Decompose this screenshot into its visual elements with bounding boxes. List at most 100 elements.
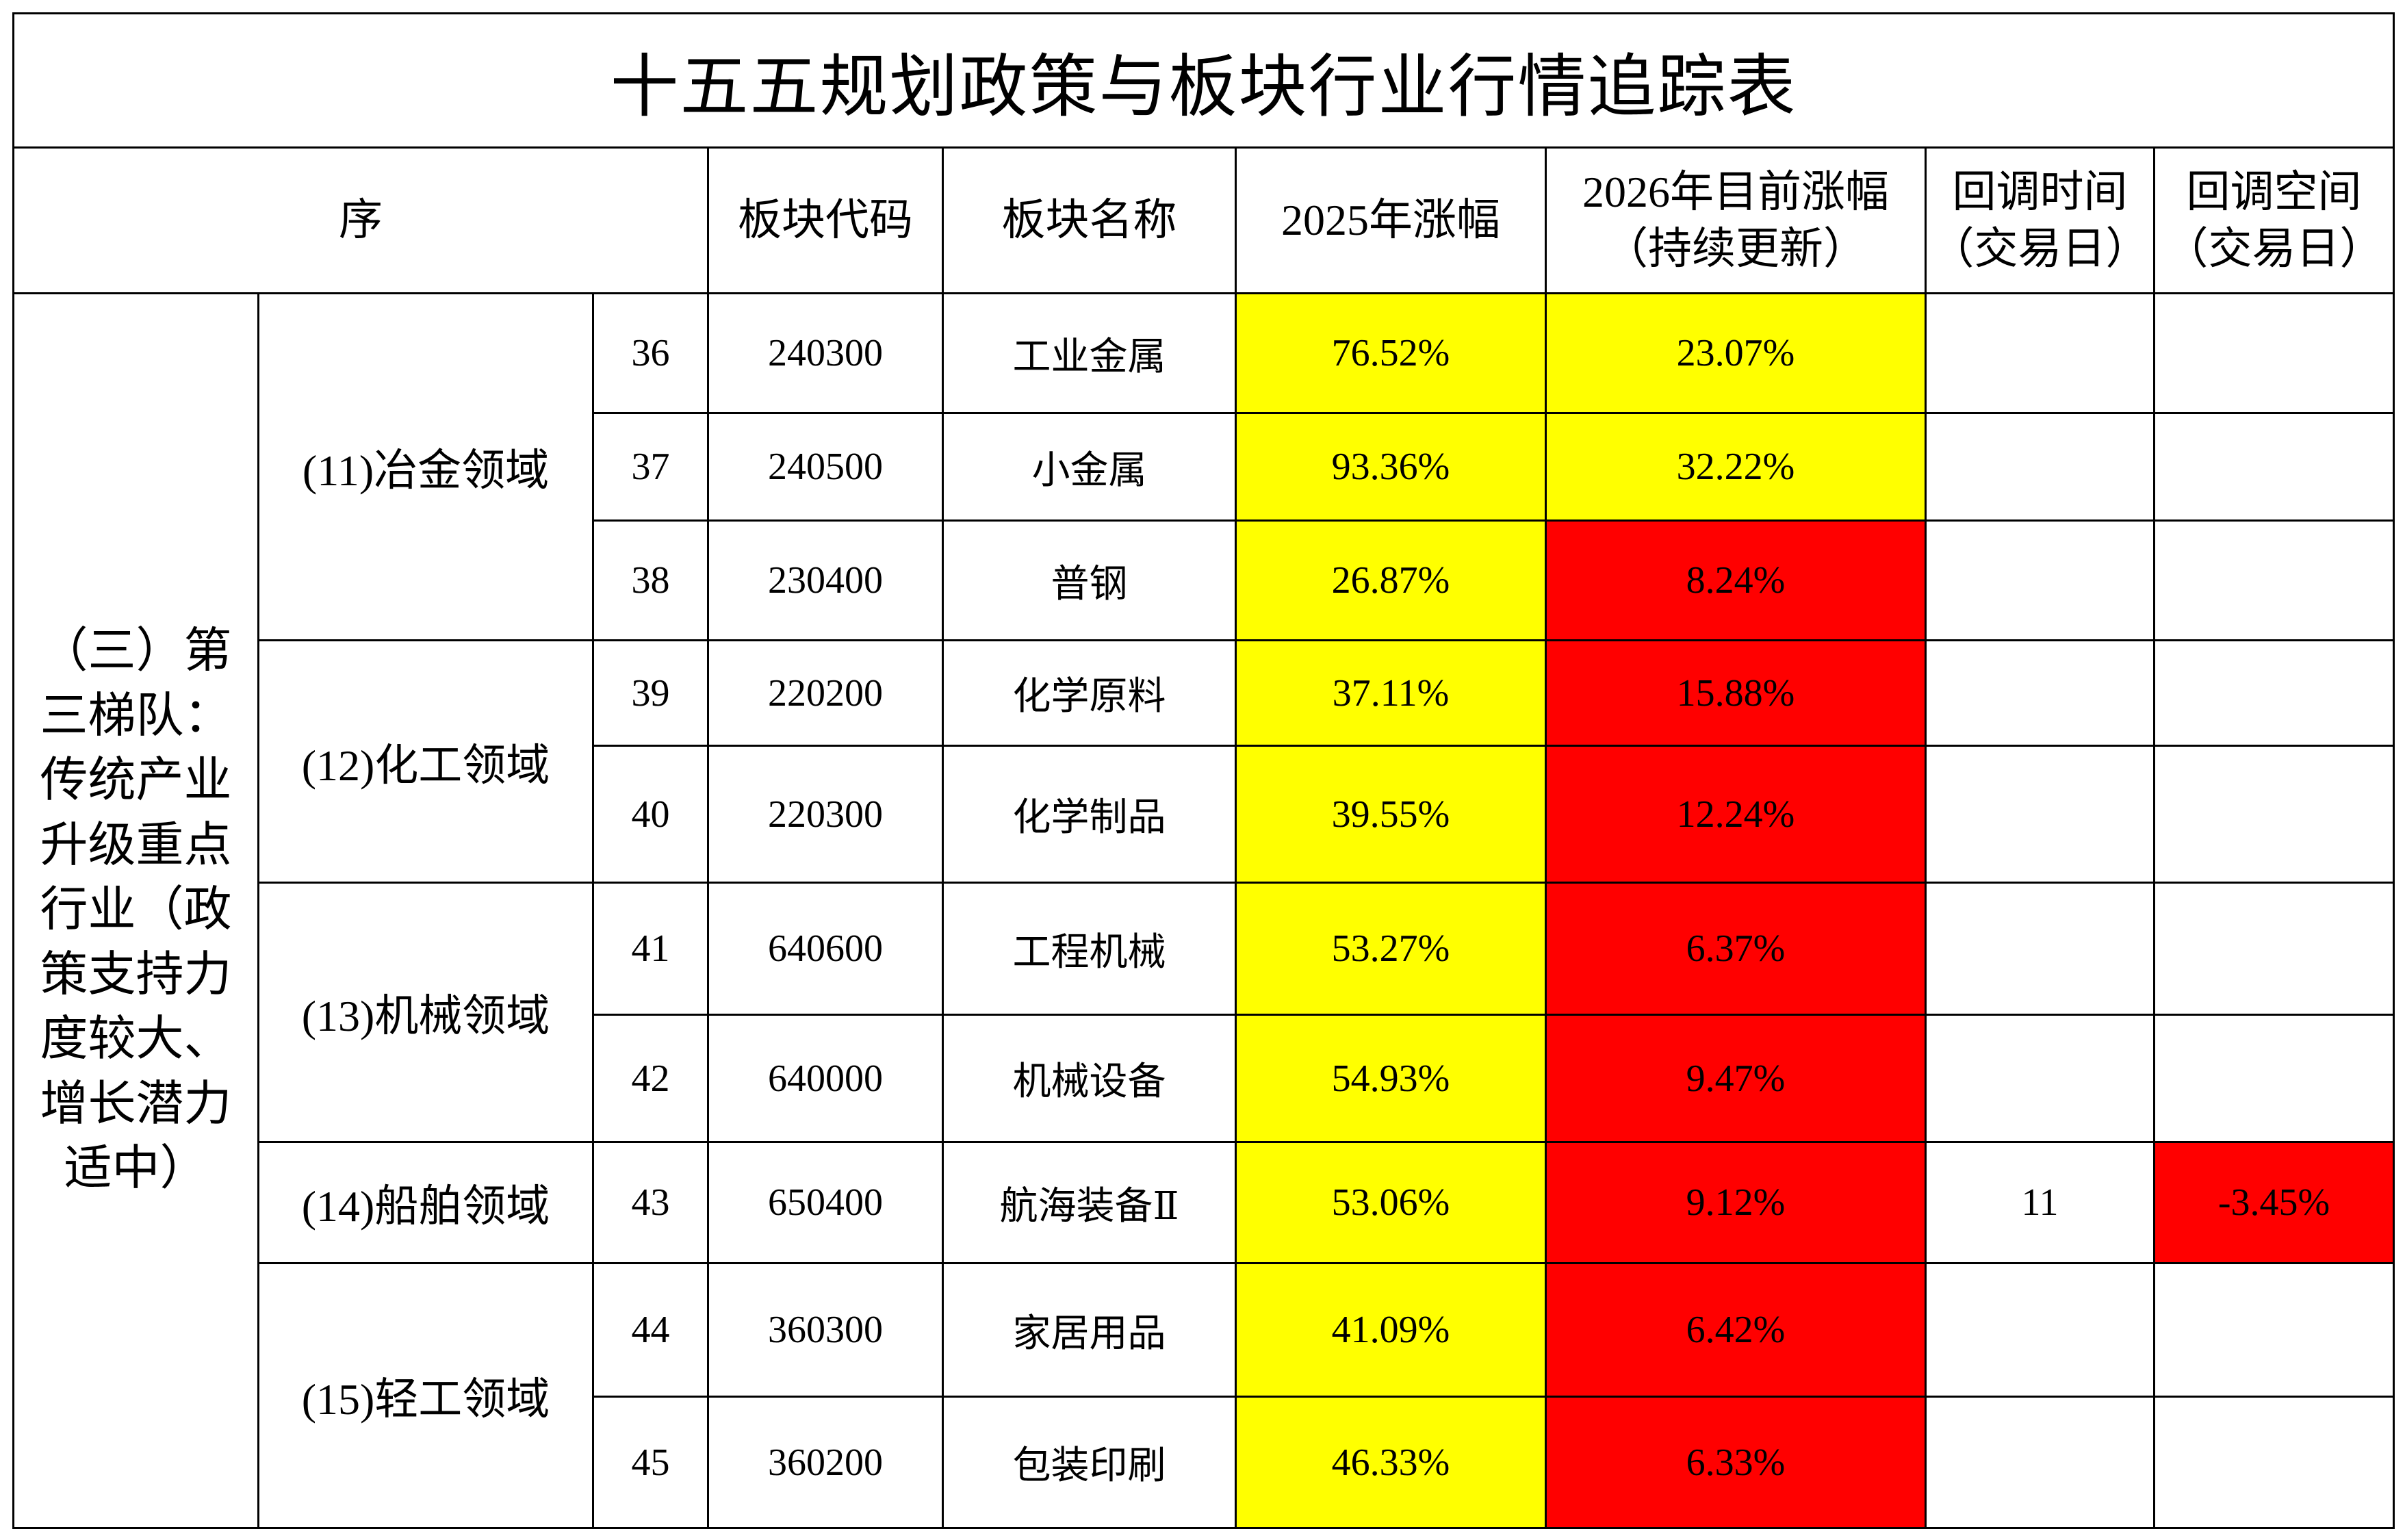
gain-2025: 53.06% xyxy=(1235,1141,1547,1264)
header-gain-2026: 2026年目前涨幅 （持续更新） xyxy=(1545,146,1927,294)
row-number: 36 xyxy=(592,292,709,414)
pullback-time xyxy=(1925,1396,2155,1529)
sector-code: 230400 xyxy=(707,519,944,641)
sector-name: 航海装备Ⅱ xyxy=(942,1141,1237,1264)
sector-code: 360300 xyxy=(707,1262,944,1398)
pullback-space xyxy=(2153,292,2395,414)
sector-code: 640000 xyxy=(707,1014,944,1143)
row-number: 43 xyxy=(592,1141,709,1264)
gain-2026: 6.42% xyxy=(1545,1262,1927,1398)
pullback-time xyxy=(1925,519,2155,641)
table-row: 40 220300 化学制品 39.55% 12.24% xyxy=(14,745,2395,884)
table-row: (12)化工领域 39 220200 化学原料 37.11% 15.88% xyxy=(14,639,2395,884)
row-number: 38 xyxy=(592,519,709,641)
header-pullback-time-line1: 回调时间 xyxy=(1952,167,2128,216)
header-pullback-time: 回调时间 （交易日） xyxy=(1925,146,2155,294)
header-code: 板块代码 xyxy=(707,146,944,294)
table-row: 45 360200 包装印刷 46.33% 6.33% xyxy=(14,1396,2395,1529)
gain-2025: 41.09% xyxy=(1235,1262,1547,1398)
header-row: 序 板块代码 板块名称 2025年涨幅 2026年目前涨幅 （持续更新） 回调时间… xyxy=(12,146,2395,294)
sector-name: 小金属 xyxy=(942,412,1237,522)
gain-2026: 23.07% xyxy=(1545,292,1927,414)
tracking-table: 十五五规划政策与板块行业行情追踪表 序 板块代码 板块名称 2025年涨幅 20… xyxy=(12,12,2395,1529)
gain-2026: 6.37% xyxy=(1545,882,1927,1016)
gain-2025: 39.55% xyxy=(1235,745,1547,884)
table-title: 十五五规划政策与板块行业行情追踪表 xyxy=(12,12,2395,149)
pullback-time xyxy=(1925,882,2155,1016)
pullback-time xyxy=(1925,745,2155,884)
header-gain-2026-line1: 2026年目前涨幅 xyxy=(1582,167,1889,216)
table-row: 37 240500 小金属 93.36% 32.22% xyxy=(14,412,2395,522)
pullback-space xyxy=(2153,882,2395,1016)
header-seq: 序 xyxy=(12,146,709,294)
sector-name: 化学原料 xyxy=(942,639,1237,747)
sector-code: 240500 xyxy=(707,412,944,522)
sector-code: 240300 xyxy=(707,292,944,414)
header-pullback-space: 回调空间 （交易日） xyxy=(2153,146,2395,294)
pullback-space xyxy=(2153,745,2395,884)
sector-name: 机械设备 xyxy=(942,1014,1237,1143)
pullback-space xyxy=(2153,1014,2395,1143)
row-number: 41 xyxy=(592,882,709,1016)
header-gain-2026-line2: （持续更新） xyxy=(1604,224,1867,273)
sector-code: 640600 xyxy=(707,882,944,1016)
gain-2025: 76.52% xyxy=(1235,292,1547,414)
row-number: 42 xyxy=(592,1014,709,1143)
group-label: (12)化工领域 xyxy=(257,639,594,884)
table-row: （三）第三梯队：传统产业升级重点行业（政策支持力度较大、增长潜力适中） (11)冶… xyxy=(12,292,2395,1529)
header-pullback-time-line2: （交易日） xyxy=(1930,224,2150,273)
sector-code: 650400 xyxy=(707,1141,944,1264)
pullback-space xyxy=(2153,639,2395,747)
header-name: 板块名称 xyxy=(942,146,1237,294)
tier-label: （三）第三梯队：传统产业升级重点行业（政策支持力度较大、增长潜力适中） xyxy=(12,292,259,1529)
gain-2026: 9.47% xyxy=(1545,1014,1927,1143)
pullback-time xyxy=(1925,412,2155,522)
header-pullback-space-line1: 回调空间 xyxy=(2186,167,2362,216)
table-row: 38 230400 普钢 26.87% 8.24% xyxy=(14,519,2395,641)
header-gain-2025: 2025年涨幅 xyxy=(1235,146,1547,294)
pullback-time xyxy=(1925,292,2155,414)
gain-2025: 53.27% xyxy=(1235,882,1547,1016)
gain-2025: 46.33% xyxy=(1235,1396,1547,1529)
pullback-time xyxy=(1925,639,2155,747)
pullback-space xyxy=(2153,1262,2395,1398)
sector-name: 家居用品 xyxy=(942,1262,1237,1398)
group-label: (11)冶金领域 xyxy=(257,292,594,641)
table-row: (13)机械领域 41 640600 工程机械 53.27% 6.37% xyxy=(14,882,2395,1143)
gain-2026: 9.12% xyxy=(1545,1141,1927,1264)
gain-2026: 32.22% xyxy=(1545,412,1927,522)
row-number: 40 xyxy=(592,745,709,884)
sector-code: 220200 xyxy=(707,639,944,747)
sector-name: 工程机械 xyxy=(942,882,1237,1016)
group-label: (13)机械领域 xyxy=(257,882,594,1143)
pullback-space xyxy=(2153,519,2395,641)
gain-2026: 8.24% xyxy=(1545,519,1927,641)
gain-2025: 26.87% xyxy=(1235,519,1547,641)
table-row: (15)轻工领域 44 360300 家居用品 41.09% 6.42% xyxy=(14,1262,2395,1529)
row-number: 37 xyxy=(592,412,709,522)
row-number: 45 xyxy=(592,1396,709,1529)
gain-2025: 93.36% xyxy=(1235,412,1547,522)
pullback-space xyxy=(2153,1396,2395,1529)
group-label: (14)船舶领域 xyxy=(257,1141,594,1264)
table-row: (14)船舶领域 43 650400 航海装备Ⅱ 53.06% 9.12% 11 -3.45% xyxy=(14,1141,2395,1264)
sector-code: 360200 xyxy=(707,1396,944,1529)
sector-name: 化学制品 xyxy=(942,745,1237,884)
pullback-time xyxy=(1925,1014,2155,1143)
header-pullback-space-line2: （交易日） xyxy=(2164,224,2384,273)
sector-name: 普钢 xyxy=(942,519,1237,641)
sector-name: 包装印刷 xyxy=(942,1396,1237,1529)
gain-2025: 54.93% xyxy=(1235,1014,1547,1143)
row-number: 39 xyxy=(592,639,709,747)
pullback-space: -3.45% xyxy=(2153,1141,2395,1264)
row-number: 44 xyxy=(592,1262,709,1398)
pullback-time: 11 xyxy=(1925,1141,2155,1264)
sector-name: 工业金属 xyxy=(942,292,1237,414)
gain-2026: 6.33% xyxy=(1545,1396,1927,1529)
gain-2026: 15.88% xyxy=(1545,639,1927,747)
pullback-time xyxy=(1925,1262,2155,1398)
pullback-space xyxy=(2153,412,2395,522)
gain-2026: 12.24% xyxy=(1545,745,1927,884)
gain-2025: 37.11% xyxy=(1235,639,1547,747)
group-label: (15)轻工领域 xyxy=(257,1262,594,1529)
